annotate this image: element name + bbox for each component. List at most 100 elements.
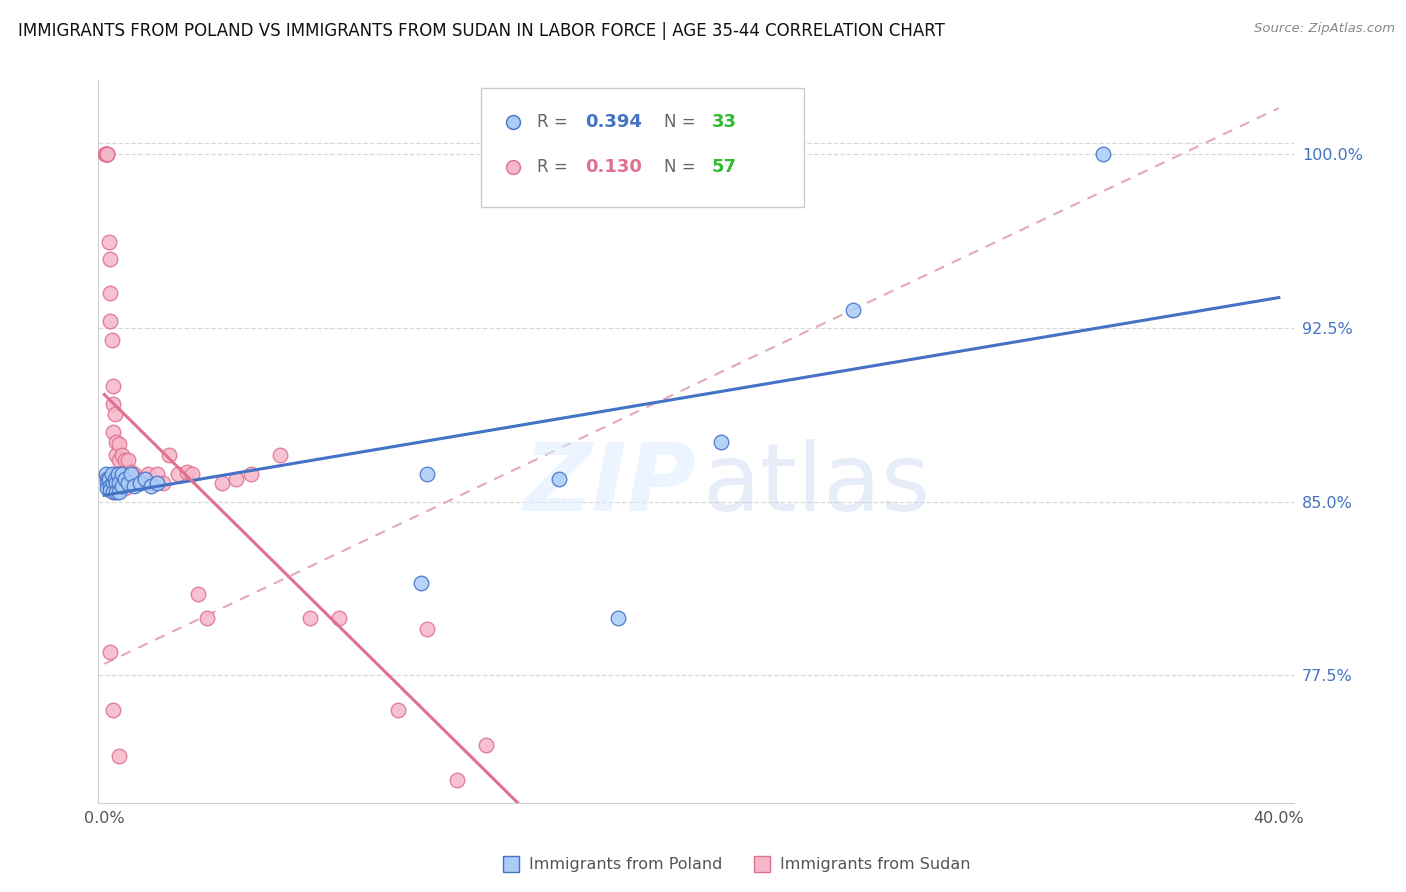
Point bbox=[94, 147, 117, 161]
Point bbox=[128, 476, 150, 491]
Point bbox=[134, 472, 156, 486]
Point bbox=[475, 738, 498, 752]
Point bbox=[117, 476, 139, 491]
Point bbox=[446, 772, 468, 787]
Point bbox=[101, 703, 124, 717]
Point bbox=[101, 485, 124, 500]
Point bbox=[128, 476, 150, 491]
Point bbox=[96, 147, 118, 161]
Point bbox=[117, 453, 139, 467]
Point bbox=[114, 472, 136, 486]
Point bbox=[240, 467, 263, 481]
Point bbox=[108, 476, 131, 491]
Point bbox=[98, 478, 121, 492]
Point bbox=[176, 465, 198, 479]
Point bbox=[181, 467, 204, 481]
Text: R =: R = bbox=[537, 113, 574, 131]
Point bbox=[98, 645, 121, 659]
Point bbox=[120, 476, 142, 491]
Point bbox=[96, 472, 118, 486]
Point bbox=[98, 483, 121, 498]
Point bbox=[269, 449, 291, 463]
Point bbox=[103, 472, 125, 486]
Point bbox=[141, 478, 163, 492]
Text: 0.394: 0.394 bbox=[585, 113, 641, 131]
Point bbox=[94, 147, 117, 161]
Point bbox=[138, 467, 160, 481]
Point bbox=[842, 302, 865, 317]
Point bbox=[125, 472, 148, 486]
Point bbox=[114, 467, 136, 481]
Text: Source: ZipAtlas.com: Source: ZipAtlas.com bbox=[1254, 22, 1395, 36]
Point bbox=[105, 434, 128, 449]
Point bbox=[1091, 147, 1114, 161]
Text: R =: R = bbox=[537, 158, 574, 176]
Point bbox=[94, 467, 117, 481]
Point bbox=[105, 485, 128, 500]
Point bbox=[107, 467, 129, 481]
Point bbox=[108, 485, 131, 500]
Point bbox=[122, 478, 145, 492]
Point bbox=[166, 467, 188, 481]
Point bbox=[98, 252, 121, 266]
Point bbox=[411, 575, 433, 590]
Point bbox=[114, 481, 136, 495]
Point bbox=[328, 610, 350, 624]
Point bbox=[146, 467, 169, 481]
Text: ZIP: ZIP bbox=[523, 439, 696, 531]
Point bbox=[100, 467, 122, 481]
Point bbox=[108, 749, 131, 764]
Point bbox=[122, 467, 145, 481]
Point bbox=[97, 472, 120, 486]
Text: 57: 57 bbox=[711, 158, 737, 176]
Point bbox=[146, 476, 169, 491]
Point bbox=[607, 610, 630, 624]
Point bbox=[101, 425, 124, 440]
Point bbox=[108, 453, 131, 467]
Text: N =: N = bbox=[664, 158, 700, 176]
Text: IMMIGRANTS FROM POLAND VS IMMIGRANTS FROM SUDAN IN LABOR FORCE | AGE 35-44 CORRE: IMMIGRANTS FROM POLAND VS IMMIGRANTS FRO… bbox=[18, 22, 945, 40]
Point bbox=[416, 622, 439, 636]
Point bbox=[108, 467, 131, 481]
Point bbox=[387, 703, 409, 717]
Point bbox=[101, 476, 124, 491]
Point bbox=[111, 467, 134, 481]
Text: atlas: atlas bbox=[702, 439, 931, 531]
Point bbox=[98, 286, 121, 301]
Point bbox=[105, 467, 128, 481]
Point bbox=[131, 472, 153, 486]
Point bbox=[195, 610, 218, 624]
Point bbox=[298, 610, 321, 624]
Point bbox=[111, 478, 134, 492]
Point bbox=[96, 476, 118, 491]
Point bbox=[103, 407, 125, 421]
FancyBboxPatch shape bbox=[481, 87, 804, 207]
Point bbox=[111, 467, 134, 481]
Point bbox=[105, 476, 128, 491]
Point bbox=[101, 379, 124, 393]
Point bbox=[211, 476, 233, 491]
Point bbox=[96, 147, 118, 161]
Point bbox=[117, 467, 139, 481]
Point bbox=[101, 397, 124, 411]
Point bbox=[157, 449, 180, 463]
Text: N =: N = bbox=[664, 113, 700, 131]
Text: 0.130: 0.130 bbox=[585, 158, 641, 176]
Point bbox=[97, 235, 120, 250]
Text: 33: 33 bbox=[711, 113, 737, 131]
Point bbox=[108, 437, 131, 451]
Point bbox=[98, 314, 121, 328]
Text: Immigrants from Poland: Immigrants from Poland bbox=[529, 856, 723, 871]
Point bbox=[141, 476, 163, 491]
Point bbox=[548, 472, 571, 486]
Point bbox=[105, 449, 128, 463]
Point bbox=[710, 434, 733, 449]
Point bbox=[187, 587, 209, 601]
Point bbox=[96, 481, 118, 495]
Text: Immigrants from Sudan: Immigrants from Sudan bbox=[779, 856, 970, 871]
Point bbox=[111, 449, 134, 463]
Point bbox=[225, 472, 247, 486]
Point bbox=[96, 147, 118, 161]
Point bbox=[152, 476, 174, 491]
Point bbox=[416, 467, 439, 481]
